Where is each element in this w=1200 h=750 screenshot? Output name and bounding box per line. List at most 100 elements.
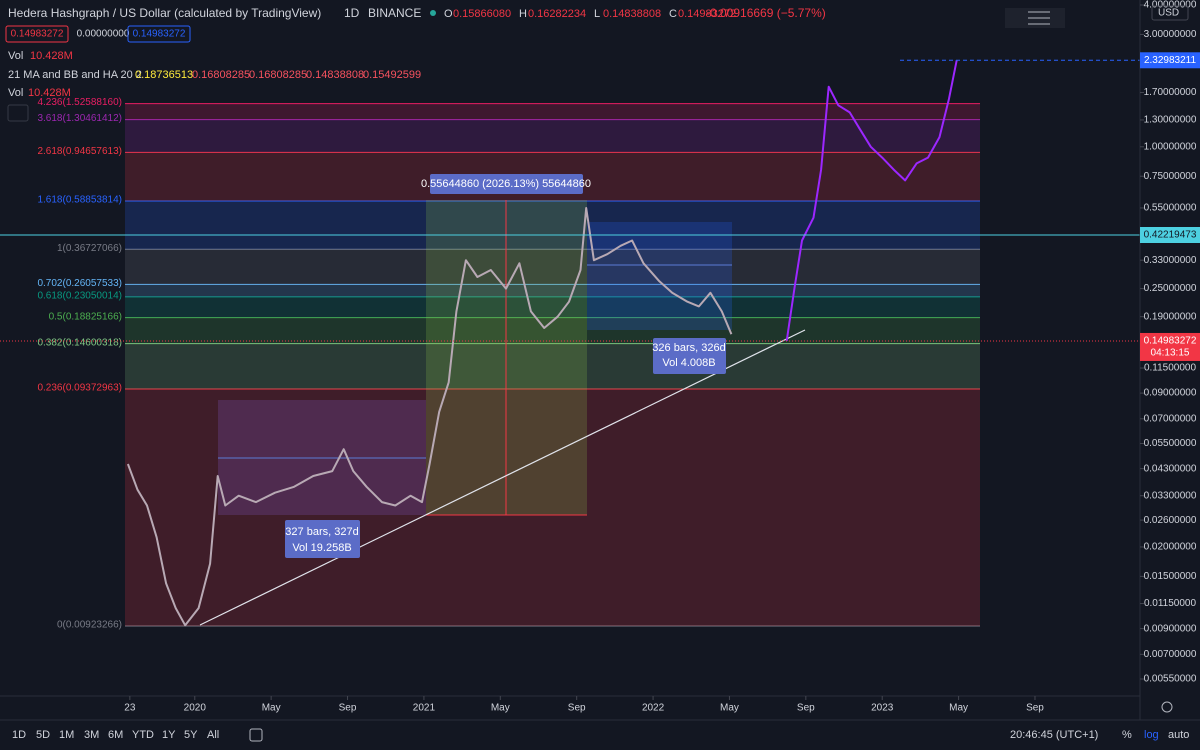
y-tick-label: 4.00000000: [1144, 0, 1197, 11]
y-tick-label: 0.03300000: [1144, 490, 1197, 501]
y-tick-label: 0.02000000: [1144, 542, 1197, 553]
settings-icon[interactable]: [1161, 701, 1173, 713]
x-tick-label: Sep: [1026, 703, 1044, 714]
y-tick-label: 0.25000000: [1144, 283, 1197, 294]
fib-label: 4.236(1.52588160): [37, 97, 122, 108]
bottom-toolbar: 1D 5D 1M 3M 6M YTD 1Y 5Y All% log auto: [12, 729, 1189, 741]
price-line: [126, 207, 733, 627]
y-tick-label: 1.30000000: [1144, 115, 1197, 126]
price-box-value: 0.14983272: [11, 29, 64, 40]
collapse-button[interactable]: [7, 104, 29, 122]
date-range-box: [587, 222, 732, 330]
range-label: Vol 19.258B: [292, 542, 351, 554]
ohlc-value: 0.14983272: [678, 8, 736, 20]
interval: 1D: [344, 6, 360, 20]
fib-label: 0.382(0.14600318): [37, 337, 122, 348]
y-tick-label: 0.07000000: [1144, 413, 1197, 424]
range-button[interactable]: 3M: [84, 729, 99, 741]
x-tick-label: 2023: [871, 703, 894, 714]
price-marker-box: [1140, 227, 1200, 244]
y-tick-label: 0.00900000: [1144, 623, 1197, 634]
vol-label: Vol: [8, 87, 23, 99]
indicator-value: 0.16808285: [249, 69, 307, 81]
fib-label: 2.618(0.94657613): [37, 146, 122, 157]
y-tick-label: 0.09000000: [1144, 388, 1197, 399]
ohlc-value: 0.15866080: [453, 8, 511, 20]
date-range-icon[interactable]: [249, 728, 263, 742]
fib-band: [125, 343, 980, 389]
fib-band: [125, 103, 980, 120]
range-button[interactable]: All: [207, 729, 219, 741]
fib-label: 1.618(0.58853814): [37, 195, 122, 206]
current-price-label: 0.14983272: [1144, 336, 1197, 347]
y-tick-label: 0.00550000: [1144, 674, 1197, 685]
fib-label: 0.236(0.09372963): [37, 383, 122, 394]
y-tick-label: 0.01150000: [1144, 598, 1197, 609]
x-tick-label: Sep: [339, 703, 357, 714]
range-label: 327 bars, 327d: [285, 526, 358, 538]
indicator-value: 0.18736513: [135, 69, 193, 81]
y-tick-label: 1.00000000: [1144, 141, 1197, 152]
range-button[interactable]: 6M: [108, 729, 123, 741]
price-marker-box: [1140, 52, 1200, 69]
x-tick-label: 2022: [642, 703, 665, 714]
axis-option[interactable]: auto: [1168, 729, 1189, 741]
exchange: BINANCE: [368, 6, 421, 20]
fib-band: [125, 249, 980, 285]
current-price-box: [1140, 332, 1200, 361]
y-tick-label: 0.33000000: [1144, 255, 1197, 266]
fib-label: 1(0.36727066): [57, 243, 122, 254]
price-box-value: 0.00000000: [77, 29, 130, 40]
fib-label: 0.5(0.18825166): [49, 311, 122, 322]
fib-band: [125, 296, 980, 318]
fib-label: 0(0.00923266): [57, 620, 122, 631]
y-tick-label: 0.05500000: [1144, 438, 1197, 449]
price-marker-label: 2.32983211: [1144, 55, 1197, 66]
range-button[interactable]: 1D: [12, 729, 26, 741]
fib-label: 0.618(0.23050014): [37, 291, 122, 302]
y-tick-label: 0.00700000: [1144, 649, 1197, 660]
range-button[interactable]: 5D: [36, 729, 50, 741]
change: -0.00916669 (−5.77%): [706, 6, 826, 20]
ohlc-key: O: [444, 8, 453, 20]
y-tick-label: 0.55000000: [1144, 203, 1197, 214]
fib-label: 3.618(1.30461412): [37, 113, 122, 124]
axis-option[interactable]: log: [1144, 729, 1159, 741]
fib-band: [125, 284, 980, 297]
price-line: [785, 60, 958, 342]
range-button[interactable]: 1M: [59, 729, 74, 741]
axis-option[interactable]: %: [1122, 729, 1132, 741]
price-box: [127, 25, 191, 43]
range-button[interactable]: YTD: [132, 729, 154, 741]
status-dot: [430, 10, 436, 16]
currency-box[interactable]: [1151, 5, 1189, 21]
ohlc: O 0.15866080 H 0.16282234 L 0.14838808 C 0.1498…: [444, 8, 736, 20]
indicator-value: 0.16808285: [192, 69, 250, 81]
x-tick-label: Sep: [568, 703, 586, 714]
trend-line: [199, 329, 806, 626]
y-tick-label: 0.75000000: [1144, 171, 1197, 182]
range-button[interactable]: 1Y: [162, 729, 176, 741]
measure-label: 0.55644860 (2026.13%) 55644860: [421, 178, 591, 190]
ohlc-value: 0.16282234: [528, 8, 586, 20]
range-label-box: [653, 338, 726, 374]
range-label: Vol 4.008B: [662, 357, 715, 369]
x-tick-label: 2020: [184, 703, 207, 714]
ohlc-key: H: [519, 8, 527, 20]
axis-labels: 2.32983211 0.42219473 4.00000000 3.00000000…: [124, 0, 1200, 714]
price-marker-label: 0.42219473: [1144, 230, 1197, 241]
countdown: 04:13:15: [1151, 348, 1190, 359]
x-tick-label: Sep: [797, 703, 815, 714]
y-tick-label: 0.11500000: [1144, 363, 1197, 374]
indicator-name: 21 MA and BB and HA 20 2: [8, 69, 142, 81]
y-tick-label: 1.70000000: [1144, 87, 1197, 98]
range-button[interactable]: 5Y: [184, 729, 198, 741]
vol-label: Vol: [8, 50, 23, 62]
currency[interactable]: USD: [1158, 8, 1179, 19]
y-tick-label: 0.19000000: [1144, 311, 1197, 322]
range-label-box: [285, 520, 360, 558]
x-tick-label: 2021: [413, 703, 436, 714]
vol-value: 10.428M: [28, 87, 71, 99]
indicator-value: 0.14838808: [306, 69, 364, 81]
